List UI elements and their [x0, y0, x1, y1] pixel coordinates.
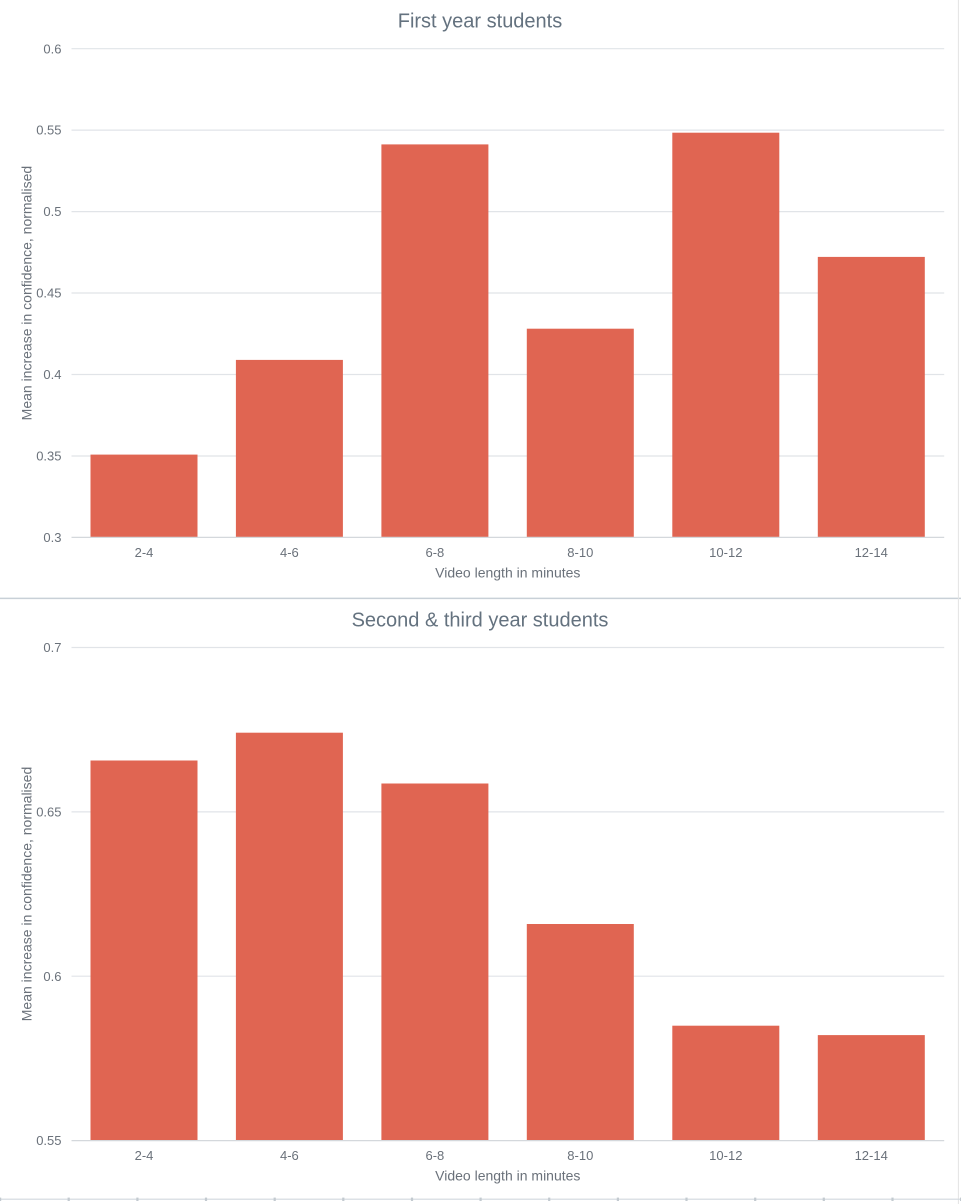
- svg-text:Mean increase in confidence, n: Mean increase in confidence, normalised: [19, 767, 35, 1021]
- svg-text:4-6: 4-6: [280, 1148, 299, 1163]
- svg-text:0.7: 0.7: [43, 640, 61, 655]
- svg-text:0.3: 0.3: [43, 530, 61, 545]
- svg-text:First year students: First year students: [398, 11, 563, 33]
- svg-text:8-10: 8-10: [567, 1148, 593, 1163]
- svg-text:8-10: 8-10: [567, 545, 593, 560]
- svg-text:0.35: 0.35: [36, 449, 61, 464]
- svg-text:Mean increase in confidence, n: Mean increase in confidence, normalised: [19, 166, 35, 420]
- svg-text:0.5: 0.5: [43, 204, 61, 219]
- svg-text:10-12: 10-12: [709, 1148, 742, 1163]
- svg-text:12-14: 12-14: [855, 545, 888, 560]
- svg-text:6-8: 6-8: [426, 545, 445, 560]
- svg-text:0.55: 0.55: [36, 1133, 61, 1148]
- svg-text:0.6: 0.6: [43, 41, 61, 56]
- svg-text:0.4: 0.4: [43, 367, 61, 382]
- svg-text:10-12: 10-12: [709, 545, 742, 560]
- svg-text:4-6: 4-6: [280, 545, 299, 560]
- svg-text:Video length in minutes: Video length in minutes: [435, 565, 580, 581]
- svg-text:Video length in minutes: Video length in minutes: [435, 1168, 580, 1184]
- svg-text:Second & third year students: Second & third year students: [352, 609, 609, 631]
- svg-text:0.6: 0.6: [43, 969, 61, 984]
- svg-text:0.55: 0.55: [36, 123, 61, 138]
- svg-text:0.45: 0.45: [36, 286, 61, 301]
- svg-text:2-4: 2-4: [135, 1148, 154, 1163]
- svg-text:0.65: 0.65: [36, 805, 61, 820]
- svg-text:2-4: 2-4: [135, 545, 154, 560]
- svg-text:6-8: 6-8: [426, 1148, 445, 1163]
- svg-text:12-14: 12-14: [855, 1148, 888, 1163]
